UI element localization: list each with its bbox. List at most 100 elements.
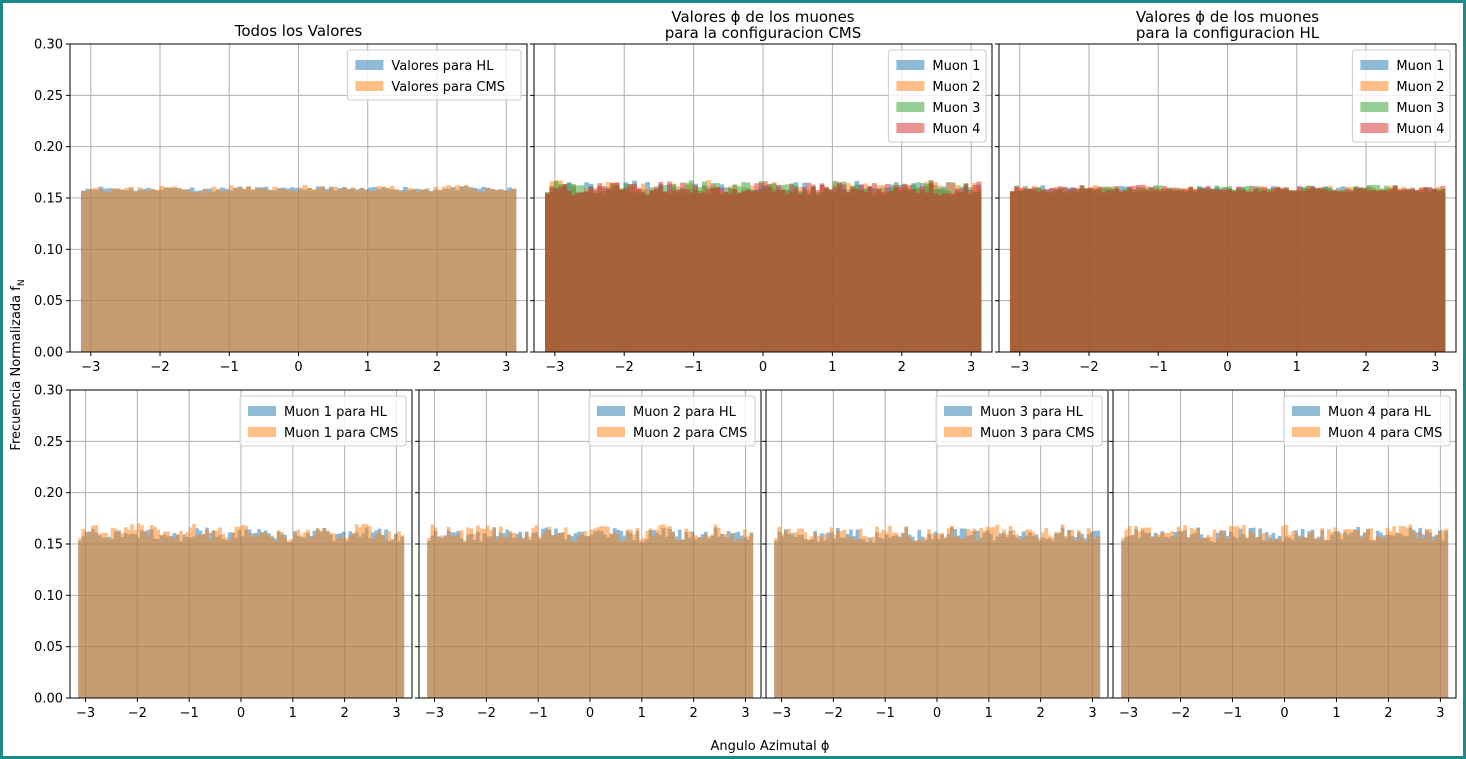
histogram-bar [849,536,853,698]
histogram-bar [98,189,104,352]
subplot-5: −3 −2 −1 0 1 2 3 Muon 2 para HL Muon 2 para CMS [415,389,762,721]
histogram-bar [250,189,256,352]
x-tick-label: 1 [1332,706,1340,721]
histogram-bar [237,187,243,352]
histogram-bar [534,525,539,698]
histogram-bar [482,528,487,698]
histogram-bar [420,189,426,352]
histogram-bar [976,540,980,698]
legend: Valores para HL Valores para CMS [346,49,522,101]
histogram-bar [1385,527,1390,698]
histogram-bar [315,189,321,352]
histogram-bar [521,538,526,698]
histogram-bar [1008,526,1013,698]
histogram-bar [244,525,248,698]
histogram-bar [1199,538,1204,698]
x-tick-label: 0 [1223,360,1231,375]
histogram-bar [1060,524,1065,698]
histogram-bar [979,527,983,698]
histogram-bar [450,188,456,352]
histogram-bar [492,528,496,698]
y-tick-label: 0.10 [34,589,63,604]
legend-label: Valores para CMS [391,80,505,95]
y-tick-label: 0.05 [34,294,63,309]
histogram-bar [146,536,151,698]
histogram-bar [137,187,143,352]
histogram-bar [758,183,764,352]
histogram-bar [1073,540,1078,698]
histogram-bar [655,529,659,698]
histogram-bar [1170,188,1176,352]
histogram-bar [1410,189,1415,352]
histogram-bar [120,533,125,698]
histogram-bar [91,525,95,698]
histogram-bar [289,190,295,352]
histogram-bar [1405,189,1411,352]
histogram-bar [1388,530,1393,698]
histogram-bar [658,525,663,698]
histogram-bar [743,529,747,698]
histogram-bar [771,191,777,352]
series-4 [544,181,982,352]
histogram-bar [218,527,222,698]
histogram-bar [885,183,890,352]
legend-box [1351,49,1451,143]
histogram-bar [1044,528,1049,698]
histogram-bar [159,185,165,352]
histogram-bar [972,184,978,352]
histogram-bar [224,537,229,698]
histogram-bar [489,189,495,352]
histogram-bar [472,189,478,352]
histogram-bar [645,530,650,698]
histogram-bar [1163,532,1168,698]
histogram-bar [571,195,576,352]
histogram-bar [411,188,417,352]
histogram-bar [1196,528,1201,698]
legend-box [346,49,522,101]
x-tick-label: 2 [689,706,697,721]
histogram-bar [1018,540,1023,698]
histogram-bar [837,181,842,352]
histogram-bar [172,186,178,352]
histogram-bar [927,529,931,698]
histogram-bar [642,537,646,698]
legend: Muon 1 Muon 2 Muon 3 Muon 4 [1351,49,1451,143]
histogram-bar [363,189,369,352]
series-2 [1121,524,1449,698]
x-tick-label: 0 [237,706,245,721]
histogram-bar [588,187,594,352]
histogram-bar [891,532,896,698]
histogram-bar [531,528,536,698]
legend-label: Muon 2 para CMS [633,426,747,441]
histogram-bar [915,192,921,352]
histogram-bar [677,539,682,698]
histogram-bar [793,531,798,698]
legend-box [1283,395,1451,447]
histogram-bar [80,191,86,352]
histogram-bar [154,189,160,352]
histogram-bar [207,191,212,352]
histogram-bar [312,535,317,698]
histogram-bar [796,528,801,698]
histogram-bar [1034,537,1039,698]
histogram-bar [1251,533,1256,698]
histogram-bar [234,527,239,698]
histogram-bar [824,186,829,352]
legend-label: Muon 1 [932,59,980,74]
histogram-bar [302,184,308,352]
histogram-bar [1176,526,1181,698]
histogram-bar [1366,528,1370,698]
histogram-bar [511,532,516,698]
histogram-bar [237,526,242,698]
histogram-bar [140,525,144,698]
histogram-bar [1418,532,1423,698]
histogram-bar [1431,540,1436,698]
histogram-bar [1415,539,1419,698]
x-tick-label: 3 [392,706,400,721]
histogram-bar [793,188,799,352]
histogram-bar [407,188,413,352]
histogram-bar [427,538,431,698]
histogram-figure: −3 −2 −1 0 1 2 3 0.00 0.05 0.10 0.15 0.20 0.25 0.30 To… [9,8,1457,754]
histogram-bar [1292,190,1298,352]
histogram-bar [658,182,664,352]
